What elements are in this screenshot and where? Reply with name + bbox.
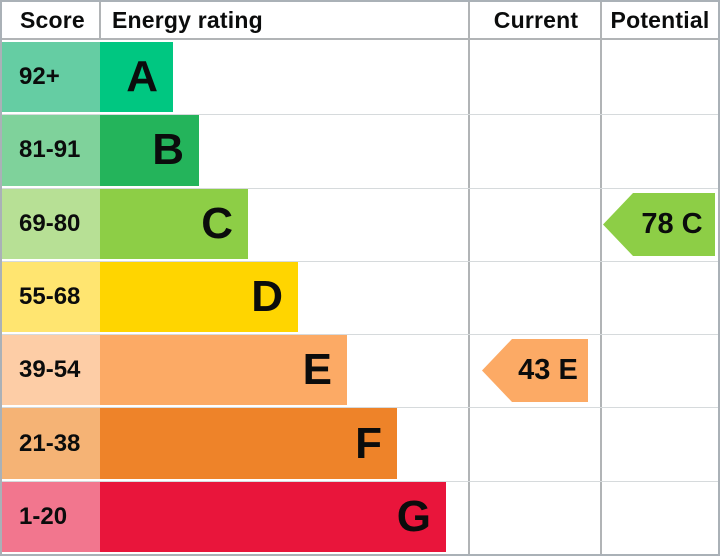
score-cell: 81-91: [2, 115, 100, 186]
band-row-b: 81-91 B: [2, 115, 718, 189]
score-range-label: 21-38: [19, 429, 81, 457]
band-letter: A: [126, 52, 158, 102]
potential-rating-label: 78 C: [641, 207, 703, 240]
band-letter: F: [355, 418, 382, 468]
score-cell: 55-68: [2, 261, 100, 333]
band-letter: C: [201, 198, 233, 248]
potential-column-divider: [600, 2, 602, 554]
current-rating-label: 43 E: [518, 354, 578, 387]
header-score: Score: [20, 6, 85, 33]
score-range-label: 92+: [19, 63, 60, 91]
score-cell: 21-38: [2, 408, 100, 479]
potential-rating-arrow: 78 C: [603, 192, 715, 256]
band-letter: D: [251, 271, 283, 321]
energy-bar: E: [100, 335, 347, 406]
score-column-divider: [99, 2, 101, 40]
band-letter: B: [152, 125, 184, 175]
left-arrow-shape: [603, 192, 715, 256]
score-cell: 39-54: [2, 335, 100, 406]
header-potential: Potential: [610, 6, 710, 33]
score-cell: 1-20: [2, 481, 100, 552]
score-range-label: 39-54: [19, 356, 81, 384]
band-row-d: 55-68 D: [2, 261, 718, 336]
energy-bar: B: [100, 115, 199, 186]
energy-bar: D: [100, 261, 298, 333]
score-range-label: 81-91: [19, 136, 81, 164]
current-column-divider: [468, 2, 470, 554]
score-cell: 69-80: [2, 188, 100, 259]
band-letter: E: [302, 345, 332, 395]
header-current: Current: [493, 6, 579, 33]
current-rating-arrow: 43 E: [482, 339, 588, 403]
score-range-label: 1-20: [19, 502, 68, 530]
header-energy-rating: Energy rating: [112, 6, 263, 33]
energy-bar: C: [100, 188, 248, 259]
left-arrow-shape: [482, 339, 588, 403]
score-range-label: 69-80: [19, 209, 81, 237]
energy-bar: G: [100, 481, 446, 552]
band-row-f: 21-38 F: [2, 408, 718, 482]
score-range-label: 55-68: [19, 282, 81, 310]
score-cell: 92+: [2, 42, 100, 113]
band-row-g: 1-20 G: [2, 481, 718, 554]
header-row: Score Energy rating Current Potential: [2, 2, 718, 40]
band-row-c: 69-80 C: [2, 188, 718, 262]
energy-bar: A: [100, 42, 173, 113]
band-row-e: 39-54 E: [2, 335, 718, 409]
energy-bar: F: [100, 408, 397, 479]
band-letter: G: [396, 491, 431, 541]
band-rows: 92+ A 81-91 B 69-80 C 55-68 D 39-54 E 21…: [2, 42, 718, 554]
band-row-a: 92+ A: [2, 42, 718, 116]
